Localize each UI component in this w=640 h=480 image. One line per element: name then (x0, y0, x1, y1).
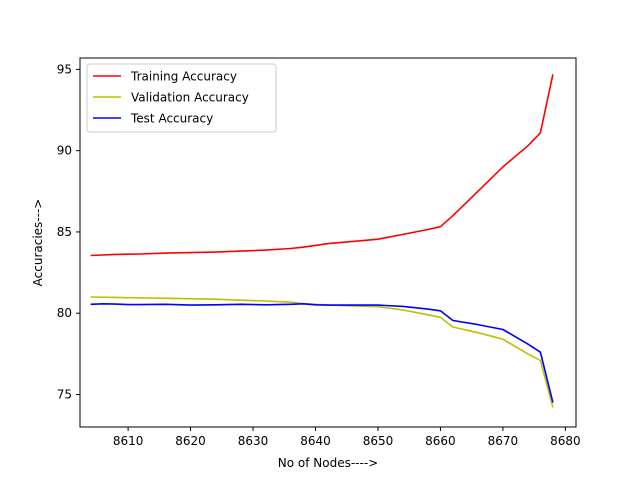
y-axis-label: Accuracies---> (31, 199, 45, 287)
plot-frame (79, 57, 577, 428)
x-tick-label: 8650 (363, 434, 394, 448)
x-tick-label: 8680 (550, 434, 581, 448)
legend-label-validation-accuracy: Validation Accuracy (131, 91, 249, 105)
series-layer (90, 74, 554, 408)
legend-label-training-accuracy: Training Accuracy (130, 70, 237, 84)
x-axis: 8610 8620 8630 8640 8650 8660 8670 8680 (113, 427, 581, 448)
y-tick-label: 95 (57, 62, 72, 76)
y-axis: 75 80 85 90 95 (57, 62, 80, 401)
x-tick-label: 8640 (300, 434, 331, 448)
x-axis-label: No of Nodes----> (278, 456, 378, 470)
y-tick-label: 80 (57, 306, 72, 320)
x-tick-label: 8660 (425, 434, 456, 448)
legend-box (86, 63, 277, 133)
x-tick-label: 8610 (113, 434, 144, 448)
y-tick-label: 75 (57, 387, 72, 401)
series-line-test-accuracy (90, 302, 554, 403)
y-tick-label: 90 (57, 144, 72, 158)
y-tick-label: 85 (57, 225, 72, 239)
series-line-training-accuracy (90, 74, 554, 257)
x-tick-label: 8670 (488, 434, 519, 448)
legend: Training Accuracy Validation Accuracy Test… (86, 63, 277, 133)
x-tick-label: 8620 (175, 434, 206, 448)
legend-label-test-accuracy: Test Accuracy (130, 112, 213, 126)
x-tick-label: 8630 (238, 434, 269, 448)
